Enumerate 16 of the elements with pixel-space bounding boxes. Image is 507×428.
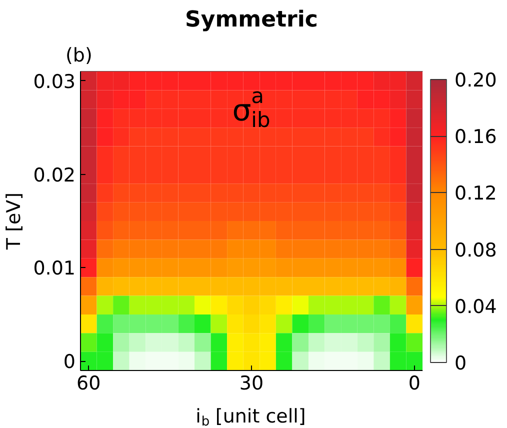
color-bar-label: 0.12 <box>454 182 497 205</box>
text: (b) <box>66 44 92 66</box>
chart-title: Symmetric <box>185 8 318 32</box>
x-tick-label: 0 <box>408 372 420 394</box>
y-tick-label: 0 <box>63 351 76 374</box>
y-tick-label: 0.02 <box>33 164 76 186</box>
color-bar-label: 0 <box>454 352 467 374</box>
x-tick-label: 30 <box>239 372 264 394</box>
y-axis-title: T [eV] <box>3 192 26 251</box>
color-bar-label: 0.20 <box>454 70 497 92</box>
color-bar-label: 0.08 <box>454 239 497 262</box>
x-tick-label: 60 <box>76 372 101 394</box>
color-bar-label: 0.16 <box>454 126 497 148</box>
y-tick-label: 0.01 <box>33 258 76 280</box>
color-bar-label: 0.04 <box>454 296 497 318</box>
y-tick-label: 0.03 <box>33 70 76 93</box>
